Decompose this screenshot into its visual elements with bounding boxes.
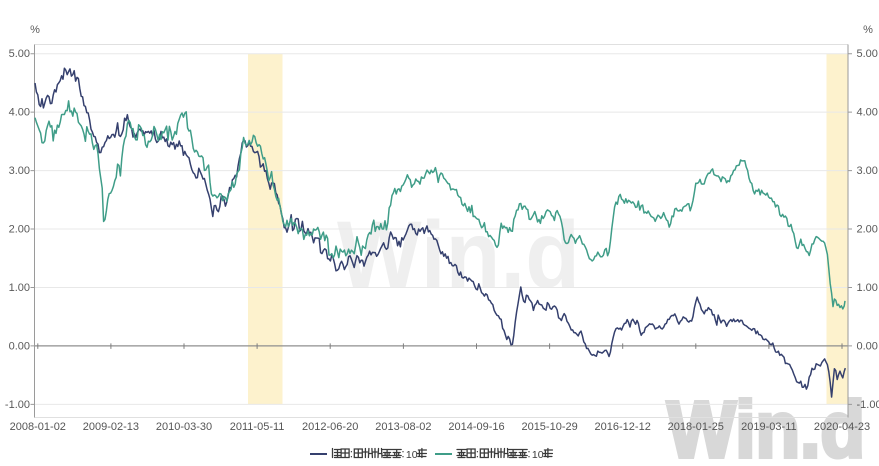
svg-text:2013-08-02: 2013-08-02 (375, 421, 431, 433)
svg-text:4.00: 4.00 (857, 107, 878, 119)
svg-text:2010-03-30: 2010-03-30 (156, 421, 212, 433)
svg-text:2015-10-29: 2015-10-29 (521, 421, 577, 433)
svg-text:2019-03-11: 2019-03-11 (741, 421, 796, 433)
svg-text:3.00: 3.00 (9, 165, 30, 177)
svg-text:%: % (30, 24, 40, 36)
svg-text:2009-02-13: 2009-02-13 (83, 421, 139, 433)
svg-text:2014-09-16: 2014-09-16 (448, 421, 504, 433)
svg-text:-1.00: -1.00 (5, 399, 30, 411)
svg-text:0.00: 0.00 (9, 340, 30, 352)
svg-text:2008-01-02: 2008-01-02 (10, 421, 66, 433)
svg-text:10: 10 (532, 449, 544, 461)
svg-text:2011-05-11: 2011-05-11 (230, 421, 285, 433)
svg-text:10: 10 (406, 449, 418, 461)
svg-text:0.00: 0.00 (857, 340, 878, 352)
svg-text:3.00: 3.00 (857, 165, 878, 177)
svg-text:2.00: 2.00 (9, 224, 30, 236)
svg-text:5.00: 5.00 (9, 48, 30, 60)
svg-text:4.00: 4.00 (9, 107, 30, 119)
svg-text:-1.00: -1.00 (857, 399, 879, 411)
svg-text:1.00: 1.00 (9, 282, 30, 294)
svg-text:2016-12-12: 2016-12-12 (595, 421, 651, 433)
svg-text:2012-06-20: 2012-06-20 (302, 421, 358, 433)
svg-text:%: % (863, 24, 873, 36)
svg-text:2.00: 2.00 (857, 224, 878, 236)
svg-text:2018-01-25: 2018-01-25 (668, 421, 724, 433)
svg-text:2020-04-23: 2020-04-23 (814, 421, 870, 433)
svg-text:5.00: 5.00 (857, 48, 878, 60)
svg-text:1.00: 1.00 (857, 282, 878, 294)
